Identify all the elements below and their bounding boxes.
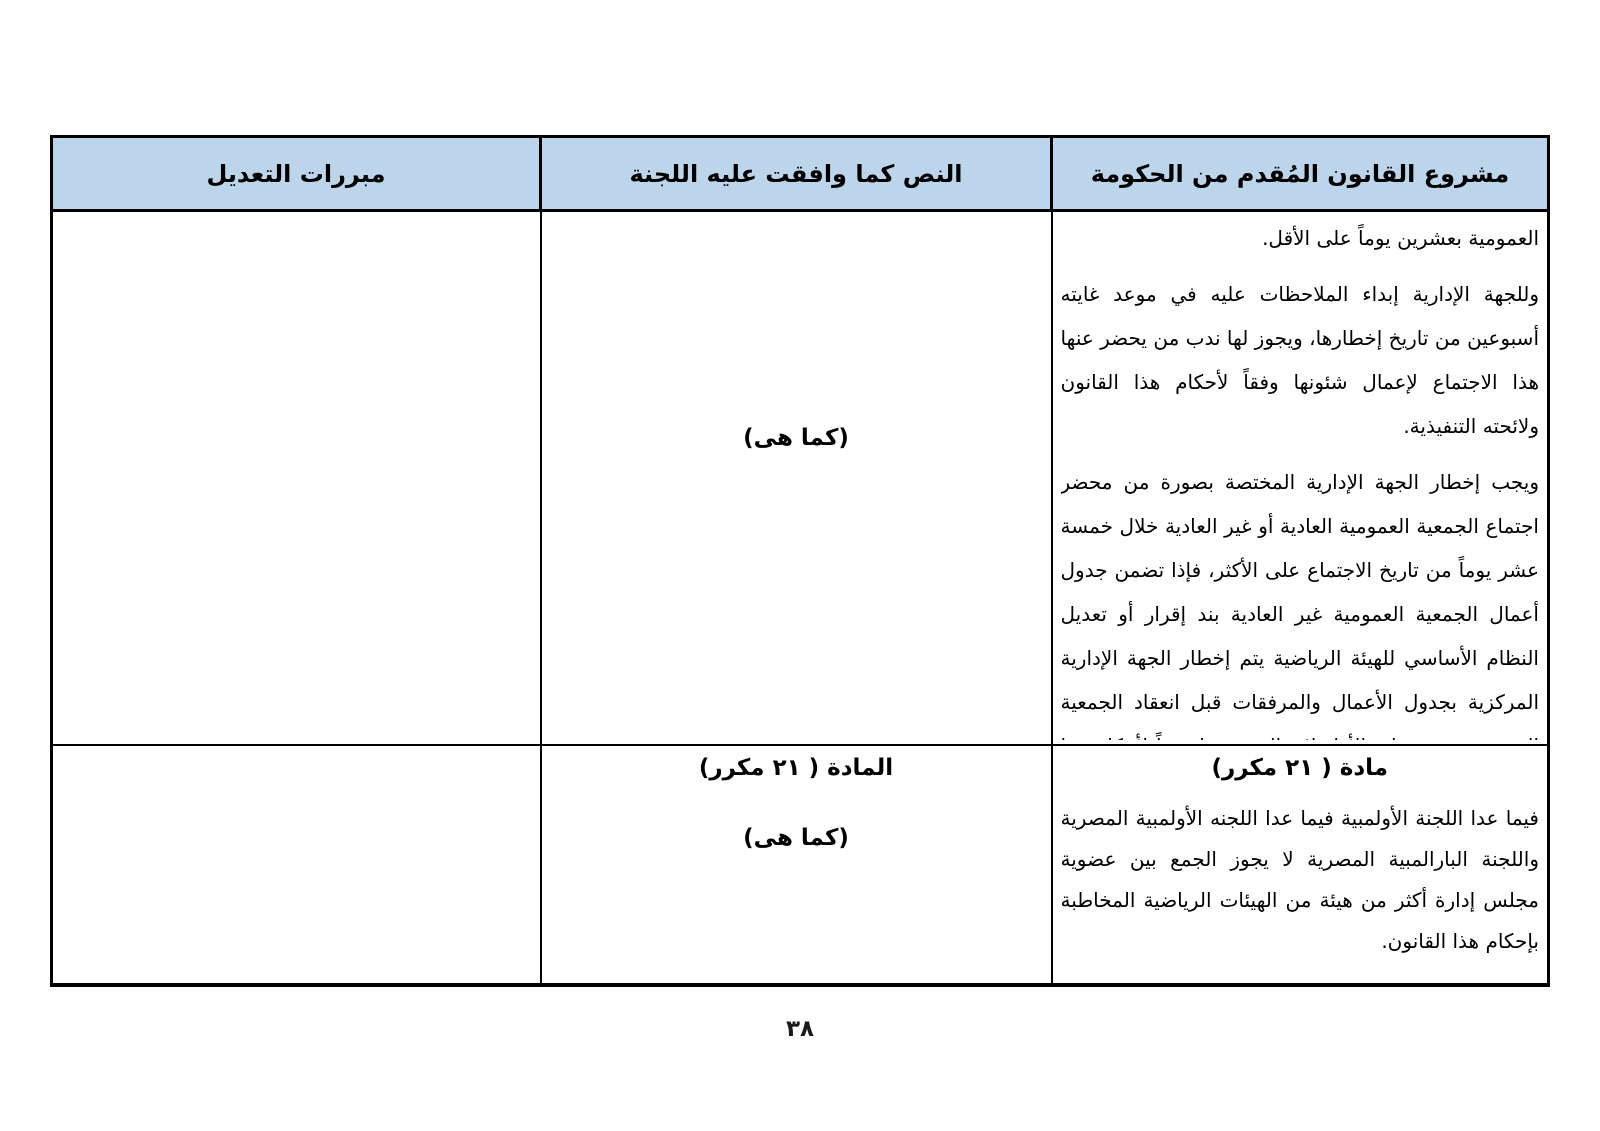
as-is-note: (كما هى) — [743, 825, 849, 851]
table-row: مادة ( ٢١ مكرر) فيما عدا اللجنة الأولمبي… — [50, 744, 1550, 987]
table-header-row: مشروع القانون المُقدم من الحكومة النص كم… — [50, 135, 1550, 212]
cell-committee-row2: المادة ( ٢١ مكرر) (كما هى) — [539, 744, 1053, 987]
header-government-draft: مشروع القانون المُقدم من الحكومة — [1050, 135, 1550, 212]
cell-government-row1: العمومية بعشرين يوماً على الأقل. وللجهة … — [1050, 209, 1550, 746]
amendments-comparison-table: مشروع القانون المُقدم من الحكومة النص كم… — [50, 135, 1550, 987]
government-paragraph: فيما عدا اللجنة الأولمبية فيما عدا اللجن… — [1060, 806, 1540, 953]
government-paragraph: العمومية بعشرين يوماً على الأقل. — [1262, 226, 1539, 250]
page-number: ٣٨ — [785, 1016, 815, 1042]
cell-committee-row1: (كما هى) — [539, 209, 1053, 746]
government-paragraph: وللجهة الإدارية إبداء الملاحظات عليه في … — [1060, 282, 1540, 438]
cell-government-row2: مادة ( ٢١ مكرر) فيما عدا اللجنة الأولمبي… — [1050, 744, 1550, 987]
cell-justification-row2-empty — [50, 744, 542, 987]
as-is-note: (كما هى) — [743, 425, 849, 451]
government-paragraph: ويجب إخطار الجهة الإدارية المختصة بصورة … — [1060, 470, 1540, 740]
header-committee-text: النص كما وافقت عليه اللجنة — [539, 135, 1053, 212]
article-title: مادة ( ٢١ مكرر) — [1211, 755, 1389, 781]
article-title: المادة ( ٢١ مكرر) — [698, 755, 894, 781]
table-row: العمومية بعشرين يوماً على الأقل. وللجهة … — [50, 209, 1550, 746]
header-amendment-justifications: مبررات التعديل — [50, 135, 542, 212]
government-paragraph: ويتم تشكيل مجلس إدارة اللجنة الأولمبية ا… — [1061, 974, 1540, 979]
cell-justification-row1-empty — [50, 209, 542, 746]
